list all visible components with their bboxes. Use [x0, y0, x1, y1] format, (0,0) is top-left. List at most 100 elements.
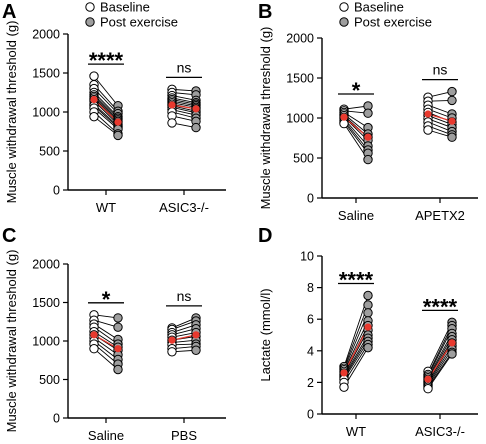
y-tick-label: 6 — [307, 313, 314, 327]
x-tick-label: Saline — [88, 428, 124, 443]
post-exercise-mean-point — [448, 339, 456, 347]
y-tick-label: 4 — [307, 344, 314, 358]
baseline-mean-point — [424, 110, 432, 118]
post-exercise-mean-point — [364, 323, 372, 331]
post-exercise-mean-point — [114, 345, 122, 353]
post-exercise-point — [447, 349, 457, 359]
panel-b: B 0 500 1000 1500 2000 Muscle withdrawal thres… — [258, 0, 478, 223]
y-tick-label: 0 — [307, 408, 314, 422]
baseline-mean-point — [90, 331, 98, 339]
y-tick-label: 2000 — [32, 28, 60, 42]
legend-marker — [85, 2, 95, 12]
x-tick-label: PBS — [171, 428, 197, 443]
x-tick-label: WT — [96, 200, 116, 215]
post-exercise-point — [447, 95, 457, 106]
x-tick-label: APETX2 — [415, 208, 465, 223]
y-tick-label: 2000 — [286, 32, 314, 46]
y-tick-label: 1000 — [32, 106, 60, 120]
y-tick-label: 500 — [39, 145, 60, 159]
post-exercise-point — [113, 130, 123, 141]
legend-label: Baseline — [100, 0, 150, 15]
panel-c: C 0 500 1000 1500 2000 Muscle withdrawal thres… — [2, 225, 226, 443]
baseline-point — [423, 125, 433, 135]
baseline-mean-point — [340, 369, 348, 377]
significance-label: ns — [177, 288, 192, 304]
post-exercise-point — [363, 300, 373, 310]
x-tick-label: ASIC3-/- — [159, 200, 209, 215]
y-tick-label: 2000 — [32, 258, 60, 272]
legend-marker — [339, 2, 349, 12]
post-exercise-mean-point — [364, 133, 372, 141]
post-exercise-point — [363, 108, 373, 118]
legend-marker — [85, 17, 95, 27]
panel-d: D 0 2 4 6 8 10 Lactate (mmol/l) WT ASIC3-/- **** **… — [258, 225, 478, 439]
post-exercise-point — [363, 154, 373, 165]
x-tick-label: ASIC3-/- — [415, 424, 465, 439]
y-tick-label: 1500 — [32, 296, 60, 310]
baseline-mean-point — [168, 336, 176, 344]
y-tick-label: 10 — [300, 250, 314, 264]
post-exercise-point — [113, 364, 123, 375]
y-tick-label: 2 — [307, 376, 314, 390]
baseline-point — [339, 382, 349, 392]
baseline-point — [167, 347, 177, 357]
post-exercise-mean-point — [114, 118, 122, 126]
legend-marker — [339, 17, 349, 27]
y-tick-label: 1500 — [286, 72, 314, 86]
y-tick-label: 500 — [293, 152, 314, 166]
post-exercise-point — [447, 132, 457, 142]
post-exercise-point — [191, 345, 201, 355]
significance-label: * — [102, 287, 111, 312]
y-tick-label: 1000 — [32, 335, 60, 349]
baseline-mean-point — [424, 375, 432, 383]
post-exercise-point — [113, 313, 123, 323]
y-tick-label: 0 — [53, 184, 60, 198]
post-exercise-point — [363, 342, 373, 353]
post-exercise-mean-point — [192, 331, 200, 339]
y-tick-label: 500 — [39, 373, 60, 387]
y-axis-label: Lactate (mmol/l) — [258, 288, 273, 381]
post-exercise-point — [447, 86, 457, 97]
panel-letter: D — [258, 225, 272, 247]
panel-letter: B — [258, 1, 272, 23]
y-tick-label: 0 — [307, 192, 314, 206]
y-tick-label: 1000 — [286, 112, 314, 126]
y-tick-label: 0 — [53, 412, 60, 426]
post-exercise-point — [191, 122, 201, 133]
significance-label: **** — [89, 48, 124, 73]
pair-line — [343, 304, 369, 369]
post-exercise-point — [363, 308, 373, 318]
post-exercise-point — [363, 290, 373, 301]
pair-line — [93, 75, 119, 107]
significance-label: **** — [423, 294, 458, 319]
baseline-mean-point — [168, 101, 176, 109]
post-exercise-mean-point — [448, 117, 456, 125]
baseline-mean-point — [340, 113, 348, 121]
legend-label: Post exercise — [100, 15, 178, 30]
significance-label: **** — [339, 268, 374, 293]
post-exercise-point — [113, 322, 123, 332]
significance-label: ns — [433, 62, 448, 78]
y-axis-label: Muscle withdrawal threshold (g) — [4, 250, 19, 433]
y-axis-label: Muscle withdrawal threshold (g) — [258, 27, 273, 210]
baseline-point — [89, 71, 99, 81]
post-exercise-mean-point — [192, 105, 200, 113]
legend-label: Post exercise — [354, 15, 432, 30]
panel-a: A 0 500 1000 1500 2000 Muscle withdrawal thres… — [2, 0, 226, 215]
baseline-point — [89, 344, 99, 354]
x-tick-label: WT — [346, 424, 366, 439]
significance-label: ns — [177, 59, 192, 75]
baseline-point — [423, 384, 433, 394]
significance-label: * — [352, 78, 361, 103]
panel-letter: A — [2, 1, 16, 23]
legend-label: Baseline — [354, 0, 404, 15]
y-tick-label: 1500 — [32, 67, 60, 81]
baseline-point — [167, 118, 177, 128]
x-tick-label: Saline — [338, 208, 374, 223]
baseline-mean-point — [90, 95, 98, 104]
y-tick-label: 8 — [307, 281, 314, 295]
baseline-point — [89, 111, 99, 122]
panel-letter: C — [2, 225, 16, 247]
y-axis-label: Muscle withdrawal threshold (g) — [4, 21, 19, 204]
